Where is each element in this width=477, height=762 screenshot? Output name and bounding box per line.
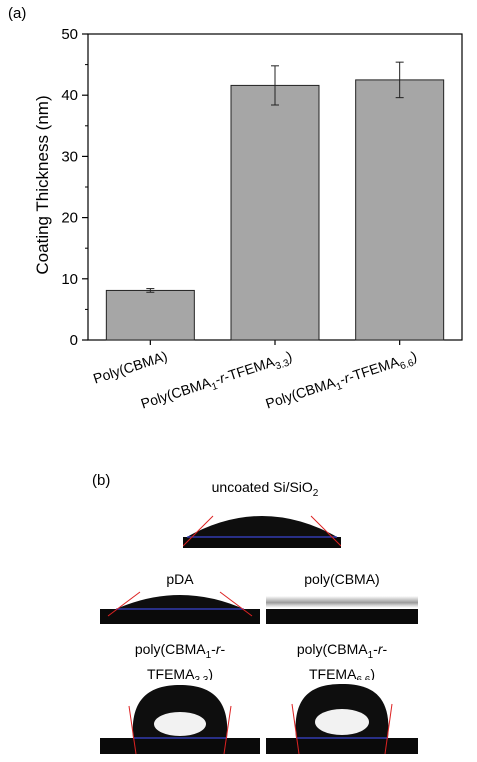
r33-title: poly(CBMA1-r- TFEMA3.3)	[134, 641, 226, 686]
chart-bars	[105, 61, 445, 341]
category-label: Poly(CBMA)	[91, 348, 169, 387]
category-labels: Poly(CBMA)Poly(CBMA1-r-TFEMA3.3)Poly(CBM…	[91, 348, 419, 412]
y-tick-label: 40	[61, 87, 78, 104]
uncoated-title: uncoated Si/SiO2	[211, 479, 319, 499]
cbma-title: poly(CBMA)	[304, 571, 380, 587]
y-tick-label: 20	[61, 210, 78, 227]
y-tick-label: 30	[61, 148, 78, 165]
pda-title: pDA	[166, 571, 194, 587]
y-tick-label: 0	[70, 332, 78, 349]
y-tick-label: 10	[61, 271, 78, 288]
bar-chart: (a) 0 10 20 30 40 50 Poly(CBMA)Poly(CBMA1-r-T…	[8, 5, 463, 412]
uncoated-droplet-image	[183, 500, 341, 548]
y-axis-label: Coating Thickness (nm)	[33, 95, 52, 274]
r66-droplet-image	[266, 680, 418, 754]
bar	[230, 84, 320, 341]
panel-a-label: (a)	[8, 5, 26, 22]
y-tick-label: 50	[61, 26, 78, 43]
bar	[355, 79, 445, 341]
pda-droplet-image	[100, 588, 260, 624]
cbma-droplet-image	[266, 590, 418, 624]
bar	[105, 289, 195, 341]
r33-droplet-image	[100, 680, 260, 754]
panel-b-label: (b)	[92, 472, 111, 489]
